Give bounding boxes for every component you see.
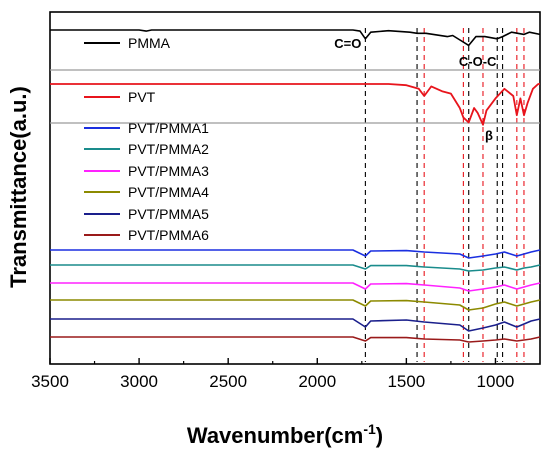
- legend: PMMA PVT PVT/PMMA1 PVT/PMMA2 PVT/PMMA3 PVT/PM…: [84, 35, 209, 243]
- legend-label-1: PMMA: [128, 35, 171, 51]
- legend-label-5: PVT/PMMA3: [128, 163, 209, 179]
- legend-label-7: PVT/PMMA5: [128, 206, 209, 222]
- x-axis-title-sup: -1: [363, 421, 376, 437]
- series-line-pvt-pmma1: [50, 249, 541, 259]
- series-line-pvt-pmma3: [50, 282, 541, 292]
- legend-label-2: PVT: [128, 89, 156, 105]
- series-line-pvt-pmma6: [50, 336, 541, 343]
- legend-label-6: PVT/PMMA4: [128, 184, 209, 200]
- x-axis-title-main: Wavenumber(cm: [187, 423, 363, 448]
- series-line-pvt: [50, 83, 540, 126]
- annotations: C=O C-O-C β: [334, 36, 497, 143]
- series-line-pvt-pmma4: [50, 299, 541, 311]
- series-line-pmma: [50, 29, 541, 47]
- plot-area: [49, 11, 541, 365]
- x-tick-label-3000: 3000: [120, 372, 158, 391]
- plot-frame: [49, 11, 541, 365]
- annotation-3: β: [485, 128, 493, 143]
- series-line-pvt-pmma5: [50, 318, 541, 332]
- x-tick-label-2000: 2000: [298, 372, 336, 391]
- series-line-pvt-pmma2: [50, 264, 541, 272]
- legend-label-8: PVT/PMMA6: [128, 227, 209, 243]
- x-axis-title: Wavenumber(cm-1): [187, 421, 383, 448]
- x-tick-label-1000: 1000: [477, 372, 515, 391]
- panel-separators: [50, 69, 540, 124]
- annotation-2: C-O-C: [459, 54, 497, 69]
- series-lines: [50, 29, 541, 343]
- reference-lines: [364, 28, 525, 362]
- x-axis: 3500 3000 2500 2000 1500 1000: [31, 358, 514, 391]
- x-tick-label-2500: 2500: [209, 372, 247, 391]
- annotation-1: C=O: [334, 36, 361, 51]
- legend-label-4: PVT/PMMA2: [128, 141, 209, 157]
- x-axis-title-close: ): [376, 423, 383, 448]
- x-tick-label-3500: 3500: [31, 372, 69, 391]
- x-tick-label-1500: 1500: [387, 372, 425, 391]
- legend-label-3: PVT/PMMA1: [128, 120, 209, 136]
- y-axis-title: Transmittance(a.u.): [6, 86, 31, 288]
